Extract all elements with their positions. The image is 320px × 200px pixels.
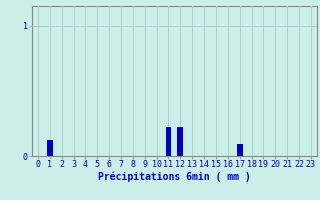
Bar xyxy=(177,127,183,156)
Bar xyxy=(165,127,172,156)
Bar xyxy=(47,140,53,156)
X-axis label: Précipitations 6min ( mm ): Précipitations 6min ( mm ) xyxy=(98,172,251,182)
Bar xyxy=(237,144,243,156)
